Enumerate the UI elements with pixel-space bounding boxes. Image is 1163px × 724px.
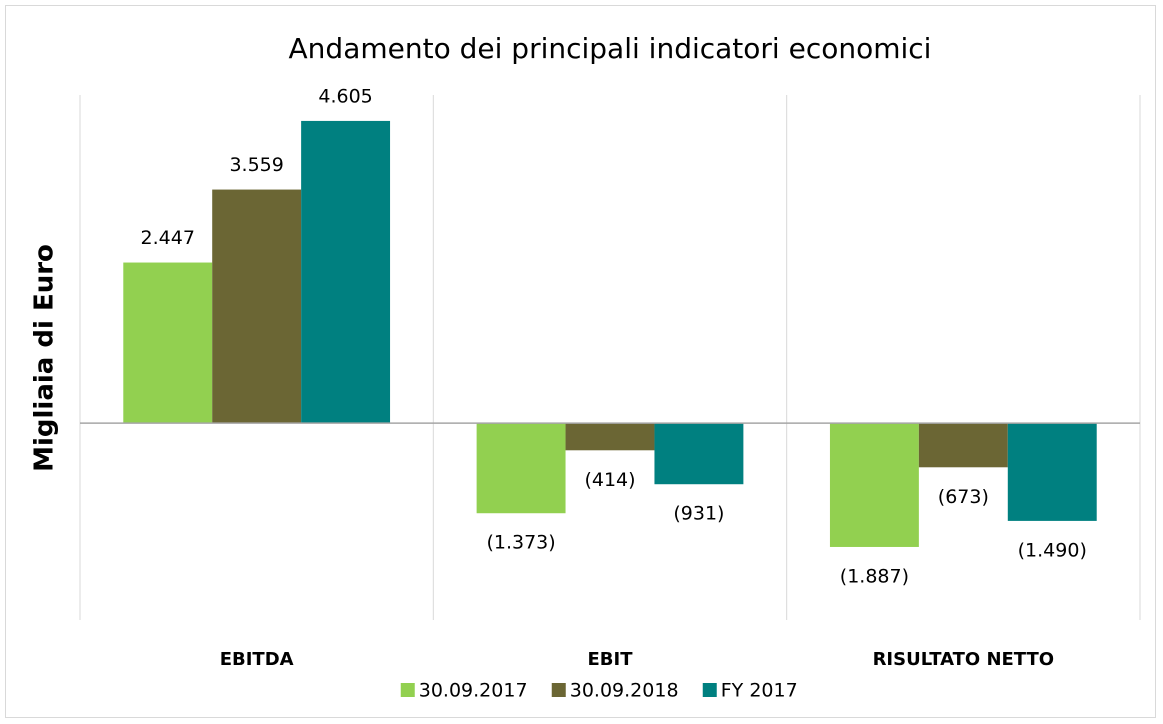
chart-title: Andamento dei principali indicatori econ… (289, 32, 932, 65)
bar (829, 423, 919, 547)
data-label: 3.559 (229, 154, 283, 176)
legend-label: FY 2017 (721, 680, 798, 702)
x-tick-label: RISULTATO NETTO (873, 649, 1055, 670)
data-label: (414) (584, 469, 635, 491)
legend-label: 30.09.2017 (419, 680, 528, 702)
legend-swatch (551, 683, 566, 697)
legend-swatch (702, 683, 717, 697)
bar (123, 262, 213, 424)
data-label: 4.605 (318, 85, 372, 107)
data-label: (931) (673, 503, 724, 525)
y-axis-label: Migliaia di Euro (30, 244, 60, 472)
bar (565, 423, 655, 451)
data-label: (1.373) (486, 532, 555, 554)
data-label: (1.887) (840, 565, 909, 587)
bar (476, 423, 566, 514)
bar (1007, 423, 1097, 521)
bar (654, 423, 744, 485)
bar (212, 189, 302, 424)
bar (918, 423, 1008, 468)
data-label: (1.490) (1018, 539, 1087, 561)
data-label: 2.447 (141, 227, 195, 249)
bar (301, 120, 391, 424)
x-tick-label: EBITDA (220, 649, 294, 670)
x-tick-label: EBIT (588, 649, 634, 670)
legend-label: 30.09.2018 (570, 680, 679, 702)
legend-swatch (400, 683, 415, 697)
data-label: (673) (938, 486, 989, 508)
